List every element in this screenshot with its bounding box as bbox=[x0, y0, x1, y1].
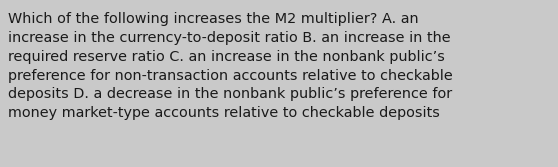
Text: Which of the following increases the M2 multiplier? A. an
increase in the curren: Which of the following increases the M2 … bbox=[8, 12, 453, 120]
